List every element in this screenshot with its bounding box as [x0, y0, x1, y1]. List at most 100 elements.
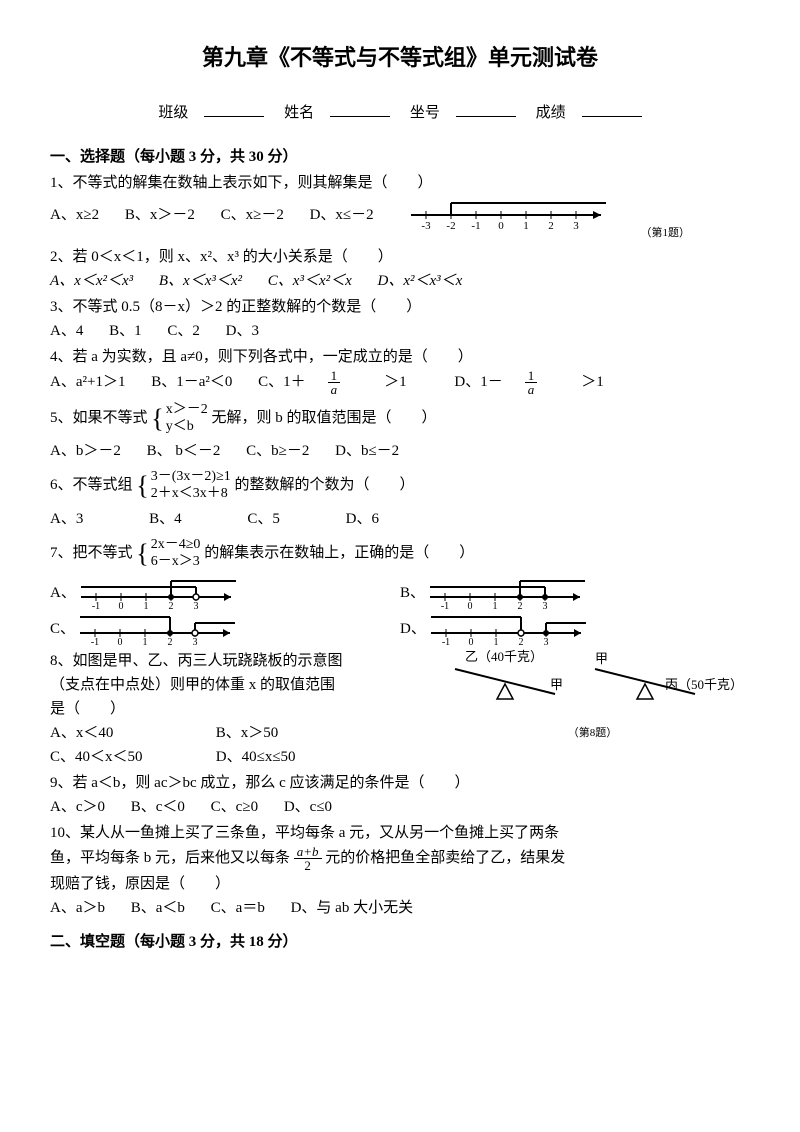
- q10-b[interactable]: B、a＜b: [131, 900, 185, 916]
- q3-d[interactable]: D、3: [226, 323, 259, 339]
- svg-text:0: 0: [498, 220, 504, 232]
- q2: 2、若 0＜x＜1，则 x、x²、x³ 的大小关系是（ ） A、x＜x²＜x³ …: [50, 245, 750, 293]
- q7-b[interactable]: B、: [400, 581, 425, 605]
- q4: 4、若 a 为实数，且 a≠0，则下列各式中，一定成立的是（ ） A、a²+1＞…: [50, 345, 750, 396]
- q10-l1: 10、某人从一鱼摊上买了三条鱼，平均每条 a 元，又从另一个鱼摊上买了两条: [50, 821, 750, 845]
- section-2-head: 二、填空题（每小题 3 分，共 18 分）: [50, 930, 750, 954]
- q3-c[interactable]: C、2: [167, 323, 200, 339]
- svg-text:1: 1: [523, 220, 529, 232]
- q2-d[interactable]: D、x²＜x³＜x: [378, 273, 463, 289]
- q3-b[interactable]: B、1: [109, 323, 142, 339]
- q3-a[interactable]: A、4: [50, 323, 83, 339]
- svg-text:甲: 甲: [550, 677, 563, 692]
- q1-b[interactable]: B、x＞－2: [125, 207, 195, 223]
- q10-l2-pre: 鱼，平均每条 b 元，后来他又以每条: [50, 850, 290, 866]
- q5-a[interactable]: A、b＞－2: [50, 443, 121, 459]
- score-label: 成绩: [536, 105, 566, 121]
- q6-text-post: 的整数解的个数为（ ）: [235, 478, 415, 494]
- q2-a[interactable]: A、x＜x²＜x³: [50, 273, 133, 289]
- score-blank[interactable]: [582, 100, 642, 117]
- svg-text:3: 3: [573, 220, 579, 232]
- q7-d-line: -10123: [426, 611, 596, 647]
- q1-caption: （第1题）: [50, 225, 750, 243]
- q7-b-line: -1 0 1 2 3: [425, 575, 595, 611]
- q8-a[interactable]: A、x＜40: [50, 721, 190, 745]
- q4-d[interactable]: D、1－1a＞1: [454, 374, 625, 390]
- q9-d[interactable]: D、c≤0: [284, 799, 332, 815]
- q5-b[interactable]: B、 b＜－2: [147, 443, 221, 459]
- svg-text:0: 0: [118, 637, 123, 647]
- svg-text:乙（40千克）: 乙（40千克）: [465, 649, 543, 664]
- q7-c-line: -10123: [75, 611, 245, 647]
- q10: 10、某人从一鱼摊上买了三条鱼，平均每条 a 元，又从另一个鱼摊上买了两条 鱼，…: [50, 821, 750, 920]
- q1-d[interactable]: D、x≤－2: [310, 207, 374, 223]
- q4-text: 4、若 a 为实数，且 a≠0，则下列各式中，一定成立的是（ ）: [50, 345, 750, 369]
- q7-c[interactable]: C、: [50, 617, 75, 641]
- q2-b[interactable]: B、x＜x³＜x²: [159, 273, 242, 289]
- q2-c[interactable]: C、x³＜x²＜x: [268, 273, 352, 289]
- q9-c[interactable]: C、c≥0: [211, 799, 258, 815]
- q8-l1: 8、如图是甲、乙、丙三人玩跷跷板的示意图: [50, 649, 435, 673]
- q4-a[interactable]: A、a²+1＞1: [50, 374, 125, 390]
- svg-text:2: 2: [548, 220, 554, 232]
- q7-d[interactable]: D、: [400, 617, 426, 641]
- svg-text:3: 3: [193, 637, 198, 647]
- q8-d[interactable]: D、40≤x≤50: [216, 749, 296, 765]
- q10-l3: 现赔了钱，原因是（ ）: [50, 872, 750, 896]
- name-blank[interactable]: [330, 100, 390, 117]
- q6-a[interactable]: A、3: [50, 511, 83, 527]
- q4-b[interactable]: B、1－a²＜0: [151, 374, 232, 390]
- q10-a[interactable]: A、a＞b: [50, 900, 105, 916]
- class-blank[interactable]: [204, 100, 264, 117]
- q4-c[interactable]: C、1＋1a＞1: [258, 374, 429, 390]
- svg-text:-1: -1: [442, 637, 450, 647]
- q8-l3: 是（ ）: [50, 697, 435, 721]
- q5-text-pre: 5、如果不等式: [50, 410, 148, 426]
- q5-d[interactable]: D、b≤－2: [335, 443, 399, 459]
- svg-text:0: 0: [118, 601, 123, 611]
- q6-d[interactable]: D、6: [346, 511, 379, 527]
- q8-c[interactable]: C、40＜x＜50: [50, 745, 190, 769]
- q9: 9、若 a＜b，则 ac＞bc 成立，那么 c 应该满足的条件是（ ） A、c＞…: [50, 771, 750, 819]
- svg-text:-1: -1: [91, 637, 99, 647]
- q5-c[interactable]: C、b≥－2: [246, 443, 309, 459]
- svg-text:1: 1: [143, 601, 148, 611]
- q2-text: 2、若 0＜x＜1，则 x、x²、x³ 的大小关系是（ ）: [50, 245, 750, 269]
- svg-text:-1: -1: [441, 601, 449, 611]
- q8-seesaw: 甲 乙（40千克） 甲 丙（50千克）: [435, 649, 745, 719]
- svg-text:0: 0: [468, 601, 473, 611]
- q10-l2-post: 元的价格把鱼全部卖给了乙，结果发: [325, 850, 565, 866]
- svg-text:0: 0: [468, 637, 473, 647]
- q1: 1、不等式的解集在数轴上表示如下，则其解集是（ ） A、x≥2 B、x＞－2 C…: [50, 171, 750, 243]
- q6-c[interactable]: C、5: [247, 511, 280, 527]
- q8-b[interactable]: B、x＞50: [216, 725, 279, 741]
- svg-text:3: 3: [543, 601, 548, 611]
- q10-c[interactable]: C、a＝b: [211, 900, 265, 916]
- q6-b[interactable]: B、4: [149, 511, 182, 527]
- q9-b[interactable]: B、c＜0: [131, 799, 185, 815]
- q1-numline: -3-2-1 0123: [406, 195, 616, 235]
- svg-text:1: 1: [493, 637, 498, 647]
- q7-a[interactable]: A、: [50, 581, 76, 605]
- q7-a-line: -10123: [76, 575, 246, 611]
- seat-label: 坐号: [410, 105, 440, 121]
- svg-text:甲: 甲: [595, 651, 608, 666]
- svg-text:2: 2: [518, 601, 523, 611]
- q1-a[interactable]: A、x≥2: [50, 207, 99, 223]
- svg-text:-3: -3: [421, 220, 431, 232]
- svg-text:3: 3: [543, 637, 548, 647]
- page-title: 第九章《不等式与不等式组》单元测试卷: [50, 40, 750, 75]
- svg-text:-1: -1: [471, 220, 480, 232]
- svg-text:丙（50千克）: 丙（50千克）: [665, 677, 743, 692]
- q1-c[interactable]: C、x≥－2: [221, 207, 284, 223]
- svg-text:1: 1: [493, 601, 498, 611]
- svg-text:-1: -1: [92, 601, 100, 611]
- q3-text: 3、不等式 0.5（8－x）＞2 的正整数解的个数是（ ）: [50, 295, 750, 319]
- svg-text:2: 2: [168, 601, 173, 611]
- q8-caption: （第8题）: [435, 725, 750, 743]
- q7-text-pre: 7、把不等式: [50, 545, 133, 561]
- seat-blank[interactable]: [456, 100, 516, 117]
- q5: 5、如果不等式 {x＞－2y＜b 无解，则 b 的取值范围是（ ） A、b＞－2…: [50, 398, 750, 464]
- q9-a[interactable]: A、c＞0: [50, 799, 105, 815]
- q10-d[interactable]: D、与 ab 大小无关: [291, 900, 414, 916]
